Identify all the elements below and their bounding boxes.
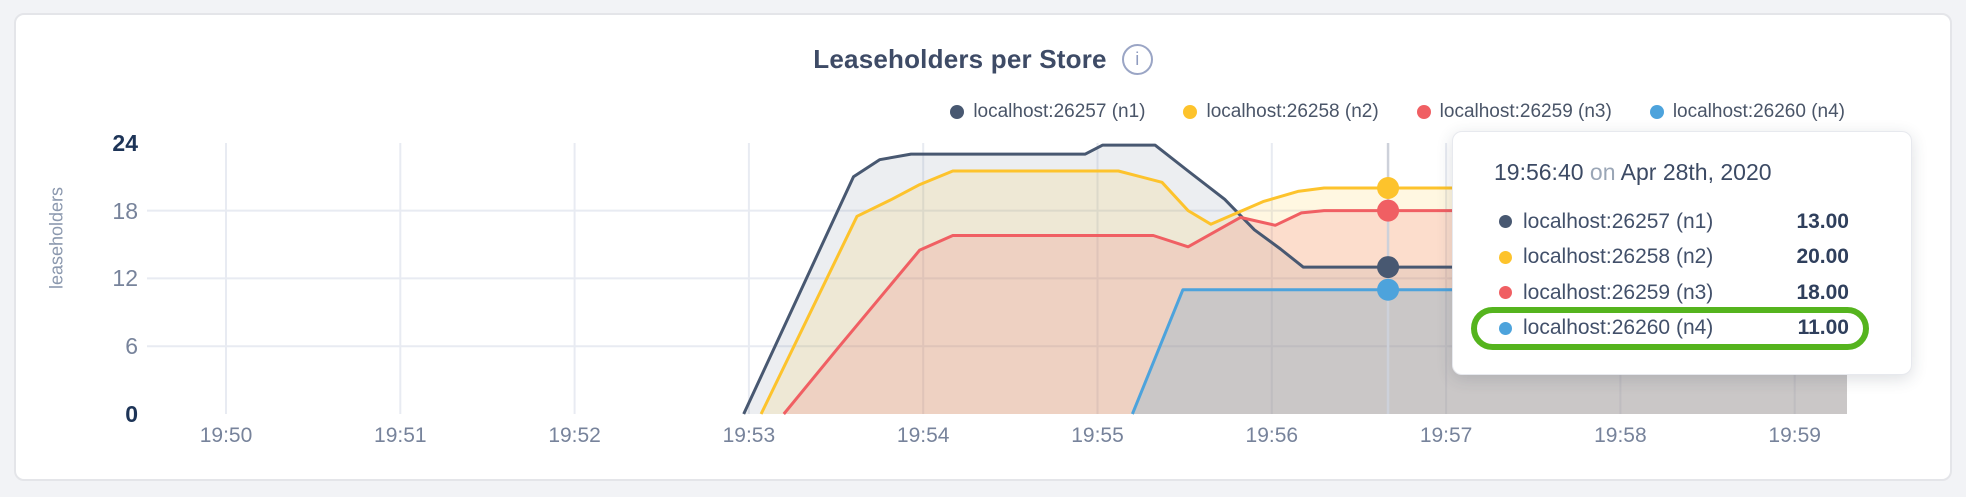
series-line (759, 169, 1847, 415)
x-tick-label: 19:57 (1419, 424, 1473, 447)
legend-item[interactable]: localhost:26258 (n2) (1183, 101, 1379, 123)
tooltip-timestamp: 19:56:40 on Apr 28th, 2020 (1494, 158, 1873, 186)
x-tick-label: 19:58 (1594, 424, 1647, 447)
y-tick-label: 0 (125, 401, 138, 427)
x-tick-label: 19:55 (1071, 424, 1124, 447)
tooltip-series-dot-icon (1499, 250, 1512, 264)
tooltip-series-value: 13.00 (1796, 209, 1849, 233)
tooltip-series-value: 11.00 (1797, 316, 1849, 340)
x-tick-label: 19:50 (199, 424, 253, 447)
chart-tooltip: 19:56:40 on Apr 28th, 2020 localhost:262… (1452, 131, 1912, 375)
series-lines (742, 143, 1847, 415)
legend-item-label: localhost:26260 (n4) (1672, 101, 1845, 122)
tooltip-time: 19:56:40 (1494, 159, 1584, 185)
legend-dot-icon (1416, 105, 1431, 119)
series-line (782, 209, 1847, 415)
chart-header: Leaseholders per Store i (0, 44, 1966, 75)
series-line (742, 143, 1847, 415)
legend-item[interactable]: localhost:26259 (n3) (1416, 101, 1612, 123)
tooltip-series-value: 18.00 (1796, 280, 1849, 304)
chart-title: Leaseholders per Store (813, 44, 1107, 74)
legend: localhost:26257 (n1) localhost:26258 (n2)… (950, 101, 1845, 123)
tooltip-series-label: localhost:26260 (n4) (1523, 316, 1714, 340)
tooltip-series-label: localhost:26258 (n2) (1523, 245, 1714, 269)
legend-item-label: localhost:26257 (n1) (973, 101, 1146, 122)
tooltip-series-label: localhost:26259 (n3) (1523, 280, 1714, 304)
hover-point (1377, 256, 1400, 279)
tooltip-date: Apr 28th, 2020 (1620, 159, 1772, 185)
y-tick-label: 18 (112, 197, 138, 224)
x-tick-label: 19:52 (548, 424, 601, 447)
legend-item[interactable]: localhost:26260 (n4) (1649, 101, 1845, 123)
legend-item[interactable]: localhost:26257 (n1) (950, 101, 1145, 123)
tooltip-row: localhost:26259 (n3) 18.00 (1493, 275, 1873, 311)
tooltip-series-value: 20.00 (1796, 245, 1849, 269)
hover-point (1377, 177, 1400, 199)
hover-point (1377, 199, 1400, 222)
legend-dot-icon (1183, 105, 1198, 119)
hover-point (1377, 278, 1400, 301)
tooltip-series-dot-icon (1499, 321, 1512, 335)
tooltip-row: localhost:26257 (n1) 13.00 (1493, 204, 1873, 240)
info-icon[interactable]: i (1121, 44, 1153, 75)
tooltip-row: localhost:26258 (n2) 20.00 (1493, 240, 1873, 276)
legend-item-label: localhost:26258 (n2) (1206, 101, 1379, 122)
tooltip-conjunction: on (1589, 159, 1616, 185)
legend-dot-icon (1649, 105, 1664, 119)
tooltip-series-dot-icon (1499, 215, 1512, 229)
tooltip-series-label: localhost:26257 (n1) (1523, 209, 1714, 233)
y-tick-label: 6 (125, 333, 138, 360)
x-tick-label: 19:51 (374, 424, 427, 447)
tooltip-row: localhost:26260 (n4) 11.00 (1471, 307, 1873, 350)
hover-points (1377, 177, 1400, 301)
tooltip-rows: localhost:26257 (n1) 13.00 localhost:26258… (1471, 204, 1873, 350)
legend-item-label: localhost:26259 (n3) (1439, 101, 1612, 122)
x-tick-label: 19:56 (1245, 424, 1299, 447)
x-tick-label: 19:53 (722, 424, 776, 447)
tooltip-series-dot-icon (1499, 286, 1512, 300)
x-tick-label: 19:59 (1768, 424, 1821, 447)
legend-dot-icon (950, 105, 965, 119)
x-tick-label: 19:54 (896, 424, 950, 447)
y-tick-label: 12 (112, 265, 138, 292)
y-tick-label: 24 (112, 129, 138, 156)
